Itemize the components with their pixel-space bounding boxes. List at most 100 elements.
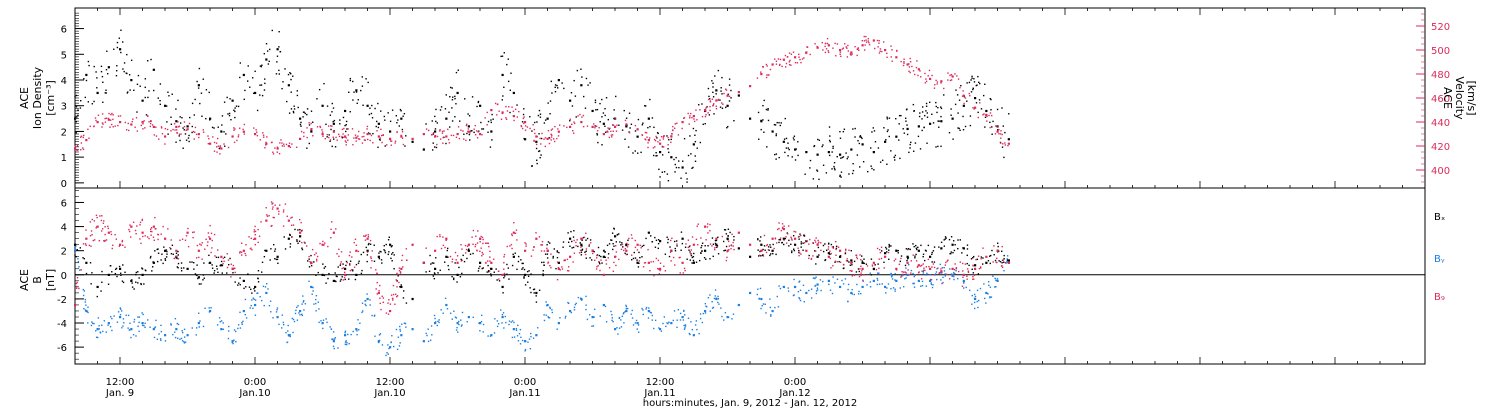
by-series-point xyxy=(501,315,504,319)
bz-series-sample xyxy=(340,251,343,253)
ion-density-series-sample xyxy=(459,120,461,122)
by-series-sample xyxy=(527,341,529,343)
by-series-sample xyxy=(399,342,401,344)
bx-series-point xyxy=(985,261,988,264)
velocity-series-sample xyxy=(144,127,146,129)
bz-series-sample xyxy=(549,264,551,267)
ion-density-series-sample xyxy=(224,145,226,147)
by-series-sample xyxy=(345,340,347,342)
by-series-sample xyxy=(515,329,518,331)
bz-series-sample xyxy=(266,214,268,216)
ion-density-series-sample xyxy=(852,169,855,172)
velocity-series-point xyxy=(400,135,403,138)
bz-series-sample xyxy=(696,225,698,227)
bx-series-sample xyxy=(654,236,656,239)
bz-series-point xyxy=(434,249,437,252)
by-series-sample xyxy=(551,309,553,311)
by-series-sample xyxy=(79,269,81,271)
bx-series-sample xyxy=(527,281,529,283)
bx-series-sample xyxy=(667,238,669,241)
by-series-point xyxy=(265,291,268,295)
bz-series-sample xyxy=(576,239,578,241)
bz-series-sample xyxy=(530,255,533,257)
bz-series-sample xyxy=(830,252,832,255)
bz-series-sample xyxy=(342,267,345,269)
bx-series-sample xyxy=(489,267,492,270)
bx-series-sample xyxy=(213,269,216,272)
velocity-series-sample xyxy=(835,55,837,57)
ion-density-series-sample xyxy=(349,111,351,113)
by-series-sample xyxy=(183,328,186,330)
ion-density-series-sample xyxy=(264,82,266,85)
bz-series-sample xyxy=(638,260,641,262)
ion-density-series-sample xyxy=(549,100,552,102)
by-series-sample xyxy=(976,300,978,303)
bx-series-sample xyxy=(913,245,915,248)
ion-density-series-sample xyxy=(395,115,398,117)
ion-density-series-sample xyxy=(919,112,921,114)
by-series-sample xyxy=(549,306,551,309)
ion-density-series-sample xyxy=(101,75,104,78)
bz-series-sample xyxy=(96,225,98,228)
ion-density-series-sample xyxy=(487,131,489,133)
ion-density-series-point xyxy=(636,135,639,138)
bx-series-sample xyxy=(725,233,728,235)
bx-series-sample xyxy=(157,252,160,254)
bz-series-sample xyxy=(732,241,734,244)
bx-series-sample xyxy=(954,244,956,246)
bz-series-sample xyxy=(498,278,500,280)
ion-density-series-sample xyxy=(607,118,610,121)
by-series-sample xyxy=(653,327,655,330)
by-series-sample xyxy=(604,305,607,308)
velocity-series-sample xyxy=(655,135,657,138)
ion-density-series-sample xyxy=(580,68,582,70)
bx-series-sample xyxy=(783,243,785,246)
by-series-sample xyxy=(921,284,924,287)
bx-series-sample xyxy=(704,245,706,247)
ion-density-series-sample xyxy=(766,146,768,148)
bz-series-sample xyxy=(1001,245,1003,248)
by-series-sample xyxy=(322,319,325,321)
velocity-series-sample xyxy=(104,121,107,123)
by-series-sample xyxy=(318,321,320,324)
bx-series-point xyxy=(186,267,189,270)
bx-series-sample xyxy=(138,277,140,279)
bz-series-sample xyxy=(249,248,252,250)
ion-density-series-sample xyxy=(369,107,371,109)
bx-series-sample xyxy=(802,242,804,244)
bx-series-sample xyxy=(380,251,382,253)
by-series-point xyxy=(96,328,99,331)
velocity-series-sample xyxy=(900,60,902,63)
bz-series-point xyxy=(265,219,268,222)
bz-series-sample xyxy=(90,245,92,247)
ion-density-series-sample xyxy=(306,113,308,116)
by-series-sample xyxy=(706,306,708,308)
bz-series-sample xyxy=(510,233,513,235)
bx-series-sample xyxy=(567,232,569,234)
by-series-sample xyxy=(779,287,782,290)
by-series-sample xyxy=(77,258,79,260)
by-series-sample xyxy=(683,310,685,312)
ion-density-series-sample xyxy=(275,73,278,75)
bz-series-sample xyxy=(139,224,141,226)
bz-series-sample xyxy=(481,251,483,254)
velocity-series-sample xyxy=(674,123,676,125)
bx-series-sample xyxy=(336,275,338,278)
velocity-series-sample xyxy=(792,51,795,53)
bz-series-sample xyxy=(90,230,93,232)
bx-series-sample xyxy=(383,245,385,247)
velocity-series-sample xyxy=(161,133,164,135)
ion-density-series-sample xyxy=(625,117,628,119)
bz-series-sample xyxy=(315,258,318,261)
velocity-series-sample xyxy=(712,105,714,107)
bx-series-sample xyxy=(790,251,793,254)
bz-series-sample xyxy=(465,248,468,251)
bz-series-sample xyxy=(861,270,863,272)
ion-density-series-sample xyxy=(852,163,854,165)
ion-density-series-sample xyxy=(778,122,780,124)
velocity-series-sample xyxy=(178,133,181,136)
by-series-sample xyxy=(107,324,109,326)
by-series-sample xyxy=(250,304,252,307)
bz-series-sample xyxy=(128,228,130,231)
ion-density-series-sample xyxy=(199,102,201,105)
